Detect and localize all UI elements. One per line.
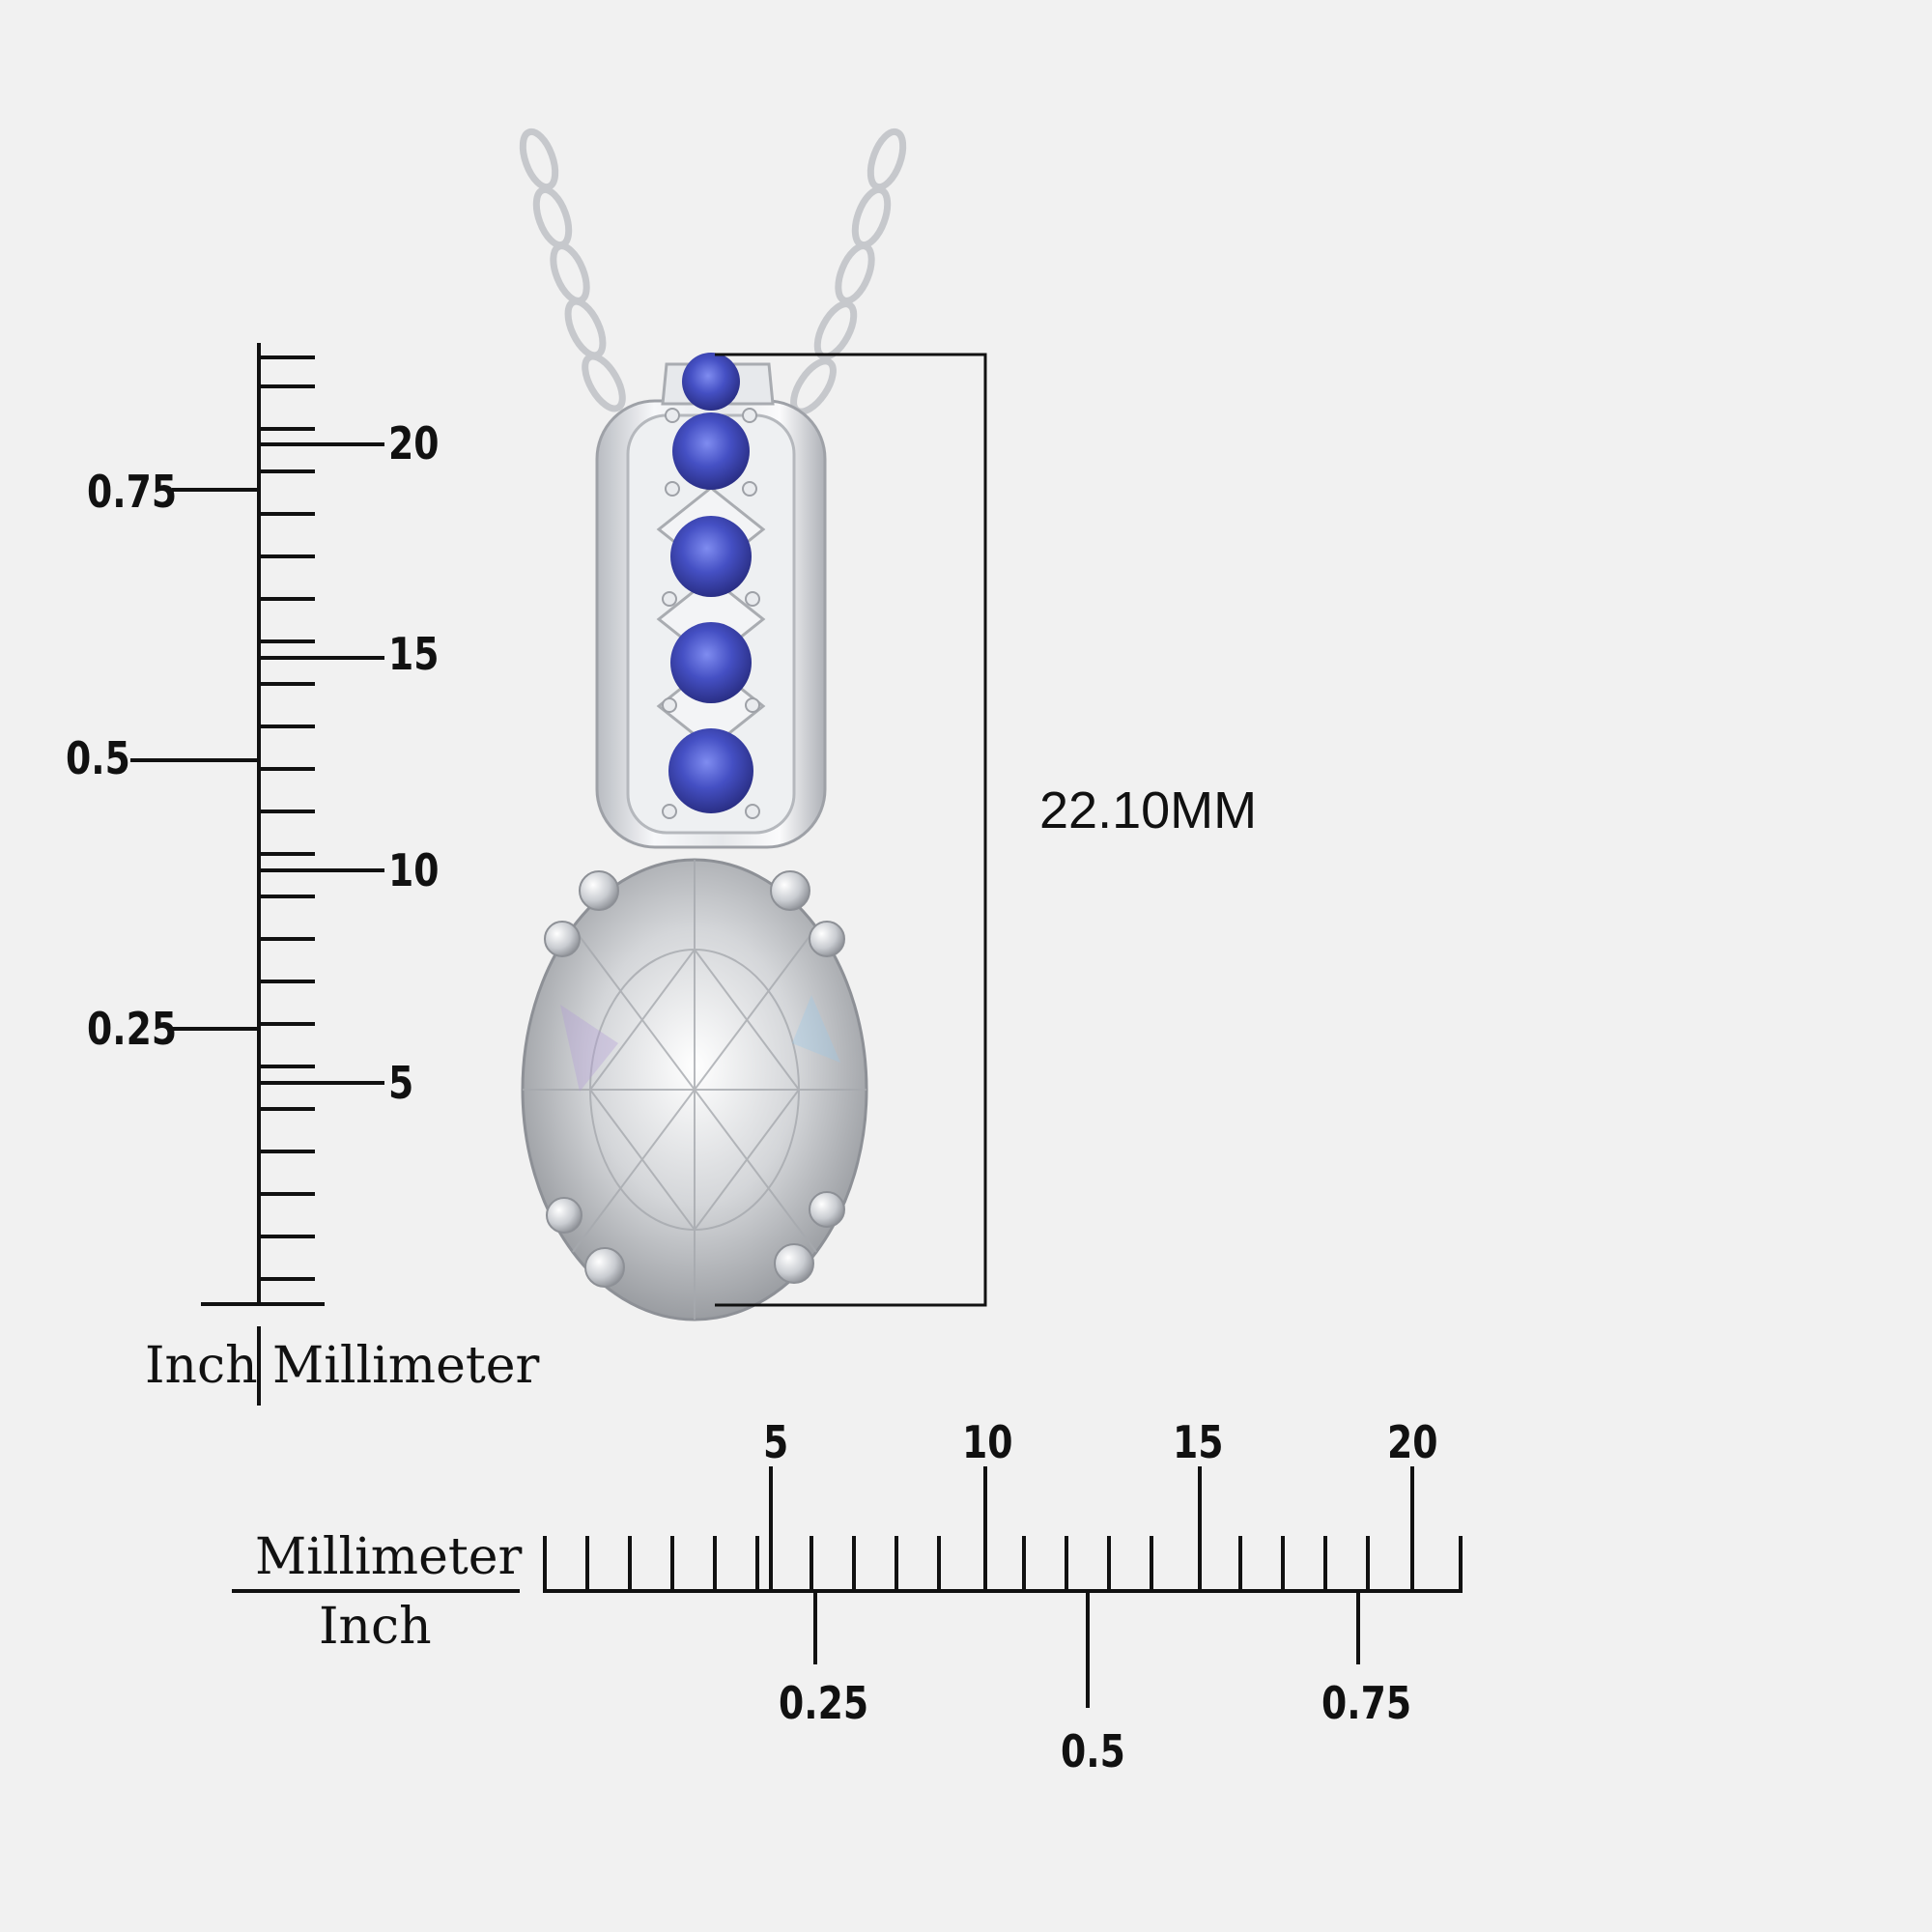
dimension-bracket [715, 353, 987, 1307]
vruler-unit-millimeter: Millimeter [272, 1337, 540, 1395]
sapphire-stones [656, 353, 766, 819]
diamond-prongs [544, 870, 845, 1288]
hruler-inch-label-0-25: 0.25 [779, 1677, 869, 1729]
hruler-unit-millimeter: Millimeter [255, 1528, 523, 1586]
hruler-mm-label-10: 10 [962, 1416, 1013, 1468]
vruler-unit-inch: Inch [145, 1337, 258, 1395]
oval-diamond [521, 858, 868, 1321]
vruler-mm-label-20: 20 [388, 417, 440, 469]
vruler-inch-label-0-75: 0.75 [87, 466, 178, 518]
vruler-inch-label-0-25: 0.25 [87, 1003, 178, 1055]
chain [519, 128, 907, 415]
hruler-inch-label-0-75: 0.75 [1321, 1677, 1412, 1729]
vruler-mm-label-15: 15 [388, 628, 440, 680]
hruler-mm-label-20: 20 [1387, 1416, 1438, 1468]
dimension-label: 22.10MM [1039, 781, 1258, 839]
hruler-unit-inch: Inch [319, 1598, 432, 1656]
horizontal-ruler [232, 1466, 1463, 1708]
hruler-inch-label-0-5: 0.5 [1061, 1725, 1125, 1777]
vruler-mm-label-10: 10 [388, 844, 440, 896]
hruler-mm-label-5: 5 [763, 1416, 789, 1468]
vruler-inch-label-0-5: 0.5 [66, 732, 130, 784]
vruler-mm-label-5: 5 [388, 1057, 414, 1109]
hruler-mm-label-15: 15 [1173, 1416, 1224, 1468]
vertical-ruler [130, 343, 384, 1406]
